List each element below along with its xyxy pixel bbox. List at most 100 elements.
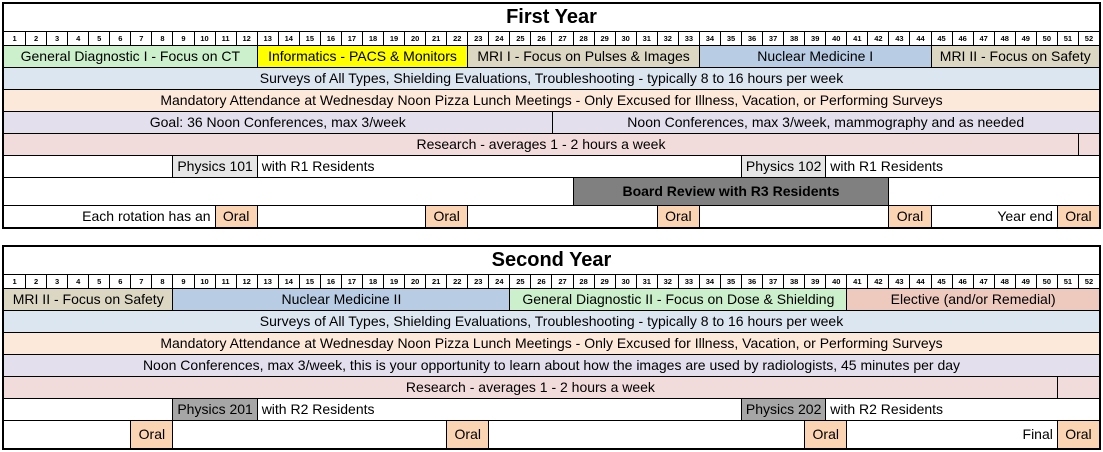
surveys-row: Surveys of All Types, Shielding Evaluati… [4,67,1099,89]
week-number-cell: 20 [404,275,425,288]
week-number-cell: 21 [425,32,446,45]
week-number-cell: 26 [530,275,551,288]
oral-exam-cell: Oral [804,421,847,448]
week-number-cell: 31 [635,275,657,288]
week-number-cell: 33 [677,32,699,45]
week-number-cell: 7 [130,32,151,45]
week-number-cell: 16 [319,275,341,288]
week-number-cell: 6 [109,275,130,288]
week-number-cell: 37 [762,275,783,288]
year-title: First Year [506,6,597,28]
week-number-cell: 10 [193,32,215,45]
course-note-cell: with R1 Residents [256,156,741,177]
physics-course-cell: Physics 102 [741,156,826,177]
week-number-cell: 27 [551,32,572,45]
week-number-cell: 18 [361,275,383,288]
activity-band: Goal: 36 Noon Conferences, max 3/week [4,112,552,133]
activity-band: Mandatory Attendance at Wednesday Noon P… [4,333,1099,354]
week-number-cell: 29 [593,32,615,45]
oral-exam-cell: Oral [425,206,468,227]
board-review-row: Board Review with R3 Residents [4,177,1099,205]
week-number-cell: 28 [572,32,594,45]
week-number-cell: 23 [467,275,488,288]
activity-band: Research - averages 1 - 2 hours a week [4,134,1078,155]
week-number-cell: 28 [572,275,594,288]
week-number-cell: 17 [340,275,362,288]
week-number-cell: 29 [593,275,615,288]
week-number-cell: 22 [446,275,467,288]
week-number-cell: 19 [383,32,404,45]
week-number-cell: 34 [698,32,720,45]
table-gap [2,229,1101,245]
week-number-cell: 51 [1056,275,1078,288]
week-number-cell: 32 [656,275,678,288]
physics-course-cell: Physics 201 [172,399,257,420]
week-number-cell: 11 [214,275,236,288]
week-number-cell: 14 [277,275,299,288]
rotation-cell: MRI I - Focus on Pulses & Images [467,46,699,67]
week-number-cell: 42 [867,275,888,288]
week-number-cell: 6 [109,32,130,45]
week-number-cell: 36 [741,275,762,288]
oral-label-cell: Final [846,421,1057,448]
week-number-cell: 20 [404,32,425,45]
week-number-cell: 34 [698,275,720,288]
week-number-cell: 22 [446,32,467,45]
week-number-cell: 30 [614,32,636,45]
week-number-cell: 43 [888,275,909,288]
week-number-cell: 42 [867,32,888,45]
week-number-cell: 35 [719,275,741,288]
activity-band: Noon Conferences, max 3/week, mammograph… [551,112,1099,133]
week-number-cell: 1 [12,277,17,286]
physics-row: Physics 201 with R2 Residents Physics 202 w… [4,398,1099,420]
oral-label-cell: Year end [930,206,1057,227]
week-number-cell: 2 [25,275,46,288]
week-number-cell: 7 [130,275,151,288]
rotations-row: MRI II - Focus on Safety Nuclear Medicine… [4,288,1099,310]
week-number-cell: 35 [719,32,741,45]
course-note-cell: with R2 Residents [256,399,741,420]
physics-course-cell: Physics 101 [172,156,257,177]
week-number-cell: 47 [972,32,994,45]
week-number-cell: 15 [298,32,320,45]
week-number-cell: 2 [25,32,46,45]
week-number-cell: 46 [951,275,973,288]
week-number-cell: 52 [1077,275,1099,288]
week-number-cell: 8 [151,32,172,45]
oral-exam-cell: Oral [888,206,931,227]
rotation-cell: MRI II - Focus on Safety [930,46,1099,67]
oral-exam-cell: Oral [656,206,699,227]
week-number-cell: 16 [319,32,341,45]
rotation-cell: Elective (and/or Remedial) [846,289,1099,310]
week-number-cell: 41 [846,275,867,288]
empty-cell [4,421,130,448]
week-number-cell: 50 [1035,275,1057,288]
noon-conferences-row: Goal: 36 Noon Conferences, max 3/week Noo… [4,111,1099,133]
week-number-cell: 13 [256,275,278,288]
mandatory-row: Mandatory Attendance at Wednesday Noon P… [4,332,1099,354]
week-number-cell: 15 [298,275,320,288]
empty-cell [698,206,889,227]
week-number-cell: 25 [509,32,530,45]
week-number-cell: 40 [825,275,846,288]
empty-cell [172,421,446,448]
week-number-cell: 31 [635,32,657,45]
week-number-cell: 19 [383,275,404,288]
research-row: Research - averages 1 - 2 hours a week [4,133,1099,155]
week-number-cell: 43 [888,32,909,45]
week-number-cell: 13 [256,32,278,45]
week-number-cell: 5 [88,275,109,288]
week-number-cell: 11 [214,32,236,45]
oral-exam-cell: Oral [1056,421,1099,448]
week-number-cell: 12 [235,32,257,45]
week-number-cell: 3 [46,32,67,45]
year-title: Second Year [491,249,612,271]
rotations-row: General Diagnostic I - Focus on CT Inform… [4,45,1099,67]
week-number-cell: 47 [972,275,994,288]
week-number-cell: 52 [1077,32,1099,45]
week-number-cell: 51 [1056,32,1078,45]
week-number-cell: 14 [277,32,299,45]
oral-label-cell: Each rotation has an [82,208,211,224]
board-review-cell: Board Review with R3 Residents [572,178,889,205]
